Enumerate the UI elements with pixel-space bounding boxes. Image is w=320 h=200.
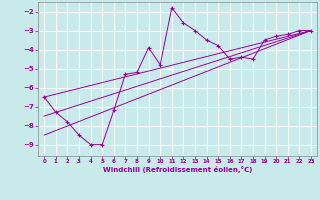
- X-axis label: Windchill (Refroidissement éolien,°C): Windchill (Refroidissement éolien,°C): [103, 166, 252, 173]
